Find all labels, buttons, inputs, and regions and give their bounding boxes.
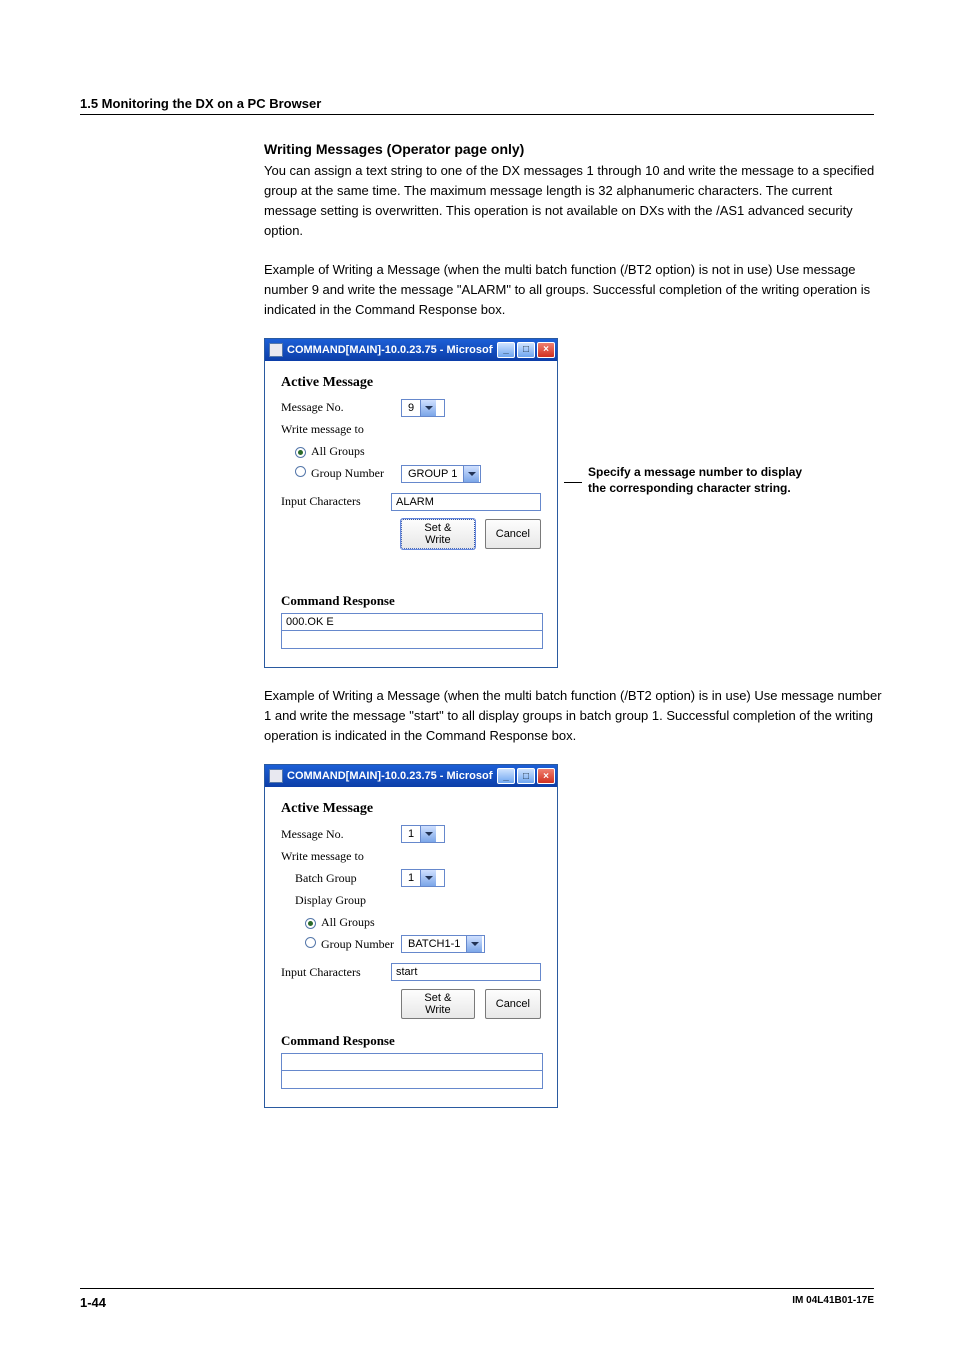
maximize-button[interactable]: □ <box>517 342 535 358</box>
label-group-number: Group Number <box>281 937 401 952</box>
maximize-button[interactable]: □ <box>517 768 535 784</box>
text-all-groups: All Groups <box>321 915 375 929</box>
callout: Specify a message number to display the … <box>564 464 808 496</box>
callout-line <box>564 482 582 483</box>
text-group-number: Group Number <box>321 937 394 951</box>
row-group-number: Group Number BATCH1-1 <box>281 933 541 955</box>
window-body: Active Message Message No. 9 Write messa… <box>265 361 557 667</box>
paragraph-3: Example of Writing a Message (when the m… <box>264 686 884 746</box>
label-input-chars: Input Characters <box>281 965 391 980</box>
row-all-groups: All Groups <box>281 441 541 463</box>
label-all-groups: All Groups <box>281 915 401 930</box>
minimize-button[interactable]: _ <box>497 342 515 358</box>
label-input-chars: Input Characters <box>281 494 391 509</box>
label-display-group: Display Group <box>281 893 401 908</box>
window-1: COMMAND[MAIN]-10.0.23.75 - Microsoft Int… <box>264 338 558 668</box>
chevron-down-icon <box>463 466 479 482</box>
cancel-button[interactable]: Cancel <box>485 989 541 1019</box>
label-all-groups: All Groups <box>281 444 401 459</box>
screenshot-2-wrap: COMMAND[MAIN]-10.0.23.75 - Microsoft Int… <box>264 764 884 1108</box>
button-row: Set & Write Cancel <box>401 519 541 549</box>
window-body: Active Message Message No. 1 Write messa… <box>265 787 557 1107</box>
document-id: IM 04L41B01-17E <box>792 1295 874 1310</box>
chevron-down-icon <box>420 870 436 886</box>
command-response-heading: Command Response <box>281 1033 541 1049</box>
message-no-value: 1 <box>402 828 420 840</box>
batch-group-select[interactable]: 1 <box>401 869 445 887</box>
screenshot-1-wrap: COMMAND[MAIN]-10.0.23.75 - Microsoft Int… <box>264 338 884 668</box>
input-characters-field[interactable] <box>391 493 541 511</box>
row-write-to: Write message to <box>281 419 541 441</box>
window-title: COMMAND[MAIN]-10.0.23.75 - Microsoft Int… <box>287 770 493 782</box>
batch-group-value: 1 <box>402 872 420 884</box>
app-icon <box>269 769 283 783</box>
command-response-box-2 <box>281 1071 543 1089</box>
message-no-value: 9 <box>402 402 420 414</box>
app-icon <box>269 343 283 357</box>
close-button[interactable]: × <box>537 768 555 784</box>
group-select[interactable]: GROUP 1 <box>401 465 481 483</box>
active-message-heading: Active Message <box>281 375 541 391</box>
label-group-number: Group Number <box>281 466 401 481</box>
label-write-to: Write message to <box>281 849 401 864</box>
window-buttons: _ □ × <box>497 768 555 784</box>
radio-group-number[interactable] <box>295 466 306 477</box>
section-header: 1.5 Monitoring the DX on a PC Browser <box>80 96 874 115</box>
titlebar: COMMAND[MAIN]-10.0.23.75 - Microsoft Int… <box>265 339 557 361</box>
cancel-button[interactable]: Cancel <box>485 519 541 549</box>
input-characters-field[interactable] <box>391 963 541 981</box>
command-response-heading: Command Response <box>281 593 541 609</box>
page-footer: 1-44 IM 04L41B01-17E <box>80 1288 874 1310</box>
group-select[interactable]: BATCH1-1 <box>401 935 485 953</box>
row-group-number: Group Number GROUP 1 <box>281 463 541 485</box>
text-all-groups: All Groups <box>311 444 365 458</box>
button-row: Set & Write Cancel <box>401 989 541 1019</box>
command-response-box-1 <box>281 1053 543 1071</box>
window-2: COMMAND[MAIN]-10.0.23.75 - Microsoft Int… <box>264 764 558 1108</box>
row-input-chars: Input Characters <box>281 491 541 513</box>
window-buttons: _ □ × <box>497 342 555 358</box>
content-column: Writing Messages (Operator page only) Yo… <box>264 141 884 1108</box>
row-message-no: Message No. 1 <box>281 823 541 845</box>
set-write-button[interactable]: Set & Write <box>401 519 475 549</box>
label-message-no: Message No. <box>281 400 401 415</box>
radio-all-groups[interactable] <box>295 447 306 458</box>
paragraph-2: Example of Writing a Message (when the m… <box>264 260 884 320</box>
row-all-groups: All Groups <box>281 911 541 933</box>
window-title: COMMAND[MAIN]-10.0.23.75 - Microsoft Int… <box>287 344 493 356</box>
group-select-value: GROUP 1 <box>402 468 463 480</box>
chevron-down-icon <box>466 936 482 952</box>
titlebar: COMMAND[MAIN]-10.0.23.75 - Microsoft Int… <box>265 765 557 787</box>
radio-group-number[interactable] <box>305 937 316 948</box>
callout-text: Specify a message number to display the … <box>588 464 808 496</box>
radio-all-groups[interactable] <box>305 918 316 929</box>
row-message-no: Message No. 9 <box>281 397 541 419</box>
subheading: Writing Messages (Operator page only) <box>264 141 884 157</box>
active-message-heading: Active Message <box>281 801 541 817</box>
text-group-number: Group Number <box>311 466 384 480</box>
row-input-chars: Input Characters <box>281 961 541 983</box>
chevron-down-icon <box>420 400 436 416</box>
group-select-value: BATCH1-1 <box>402 938 466 950</box>
chevron-down-icon <box>420 826 436 842</box>
close-button[interactable]: × <box>537 342 555 358</box>
label-message-no: Message No. <box>281 827 401 842</box>
command-response-box-1: 000.OK E <box>281 613 543 631</box>
label-write-to: Write message to <box>281 422 401 437</box>
label-batch-group: Batch Group <box>281 871 401 886</box>
page-number: 1-44 <box>80 1295 106 1310</box>
minimize-button[interactable]: _ <box>497 768 515 784</box>
row-display-group: Display Group <box>281 889 541 911</box>
command-response-box-2 <box>281 631 543 649</box>
row-batch-group: Batch Group 1 <box>281 867 541 889</box>
row-write-to: Write message to <box>281 845 541 867</box>
message-no-select[interactable]: 1 <box>401 825 445 843</box>
message-no-select[interactable]: 9 <box>401 399 445 417</box>
set-write-button[interactable]: Set & Write <box>401 989 475 1019</box>
paragraph-1: You can assign a text string to one of t… <box>264 161 884 242</box>
